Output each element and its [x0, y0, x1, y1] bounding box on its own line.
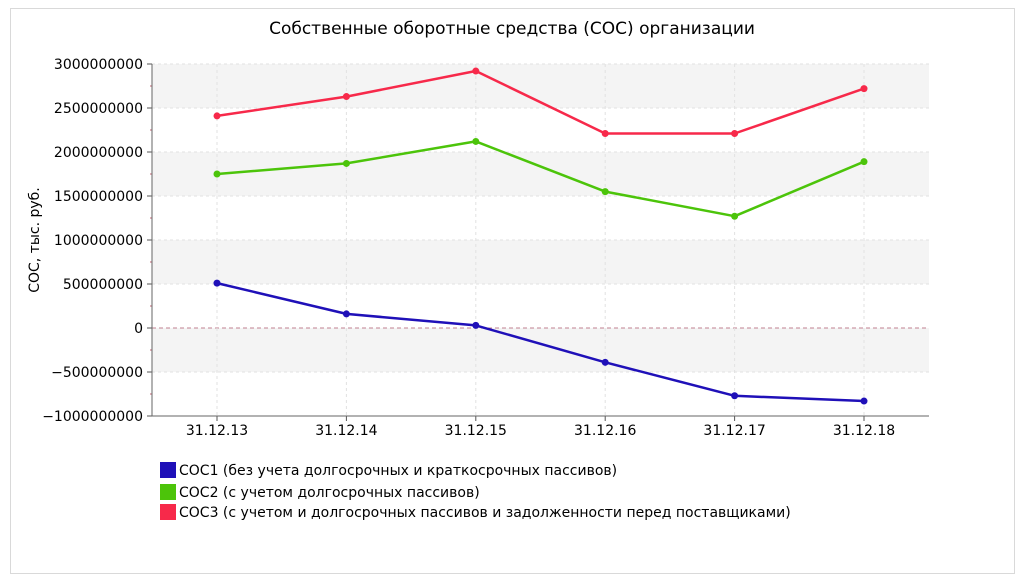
y-tick-label: 0 [134, 321, 143, 337]
data-point-sos3 [731, 130, 739, 138]
data-point-sos2 [342, 159, 350, 167]
legend-label-sos1: СОС1 (без учета долгосрочных и краткосро… [179, 463, 618, 479]
series-line-sos2 [216, 140, 865, 218]
data-point-sos3 [213, 112, 221, 120]
grid-band [152, 152, 929, 196]
y-tick-label: 3000000000 [54, 57, 143, 73]
grid-band [152, 240, 929, 284]
legend-swatch-sos3 [160, 504, 176, 520]
data-point-sos2 [860, 158, 868, 166]
y-tick-label: 500000000 [63, 277, 143, 293]
y-tick-label: −1000000000 [42, 409, 143, 425]
x-tick-label: 31.12.14 [315, 423, 377, 439]
chart-frame [10, 8, 1015, 574]
chart-title: Собственные оборотные средства (СОС) орг… [269, 19, 755, 39]
data-point-sos1 [731, 392, 739, 400]
data-point-sos2 [472, 137, 480, 145]
series-line-sos3 [216, 69, 865, 135]
x-tick-label: 31.12.13 [186, 423, 248, 439]
y-tick-label: 2500000000 [54, 101, 143, 117]
legend-swatch-sos1 [160, 462, 176, 478]
data-point-sos3 [342, 93, 350, 101]
data-point-sos2 [213, 170, 221, 178]
data-point-sos1 [342, 310, 350, 318]
legend-item-sos3: СОС3 (с учетом и долгосрочных пассивов и… [160, 504, 791, 521]
data-point-sos3 [860, 85, 868, 93]
legend-swatch-sos2 [160, 484, 176, 500]
y-tick-label: 1500000000 [54, 189, 143, 205]
x-tick-label: 31.12.16 [574, 423, 636, 439]
x-tick-label: 31.12.17 [703, 423, 765, 439]
x-tick-label: 31.12.15 [445, 423, 507, 439]
data-point-sos1 [601, 358, 609, 366]
x-tick-label: 31.12.18 [833, 423, 895, 439]
y-tick-label: 2000000000 [54, 145, 143, 161]
data-point-sos2 [601, 188, 609, 196]
data-point-sos2 [731, 212, 739, 220]
y-tick-label: −500000000 [51, 365, 143, 381]
legend-item-sos2: СОС2 (с учетом долгосрочных пассивов) [160, 484, 480, 501]
data-point-sos3 [472, 67, 480, 75]
data-point-sos1 [472, 321, 480, 329]
data-point-sos1 [213, 279, 221, 287]
grid-band [152, 64, 929, 108]
y-tick-label: 1000000000 [54, 233, 143, 249]
legend-label-sos3: СОС3 (с учетом и долгосрочных пассивов и… [179, 505, 791, 521]
data-point-sos3 [601, 130, 609, 138]
legend-label-sos2: СОС2 (с учетом долгосрочных пассивов) [179, 485, 480, 501]
series-line-sos1 [216, 281, 865, 403]
grid-band [152, 328, 929, 372]
data-point-sos1 [860, 397, 868, 405]
legend-item-sos1: СОС1 (без учета долгосрочных и краткосро… [160, 462, 617, 479]
